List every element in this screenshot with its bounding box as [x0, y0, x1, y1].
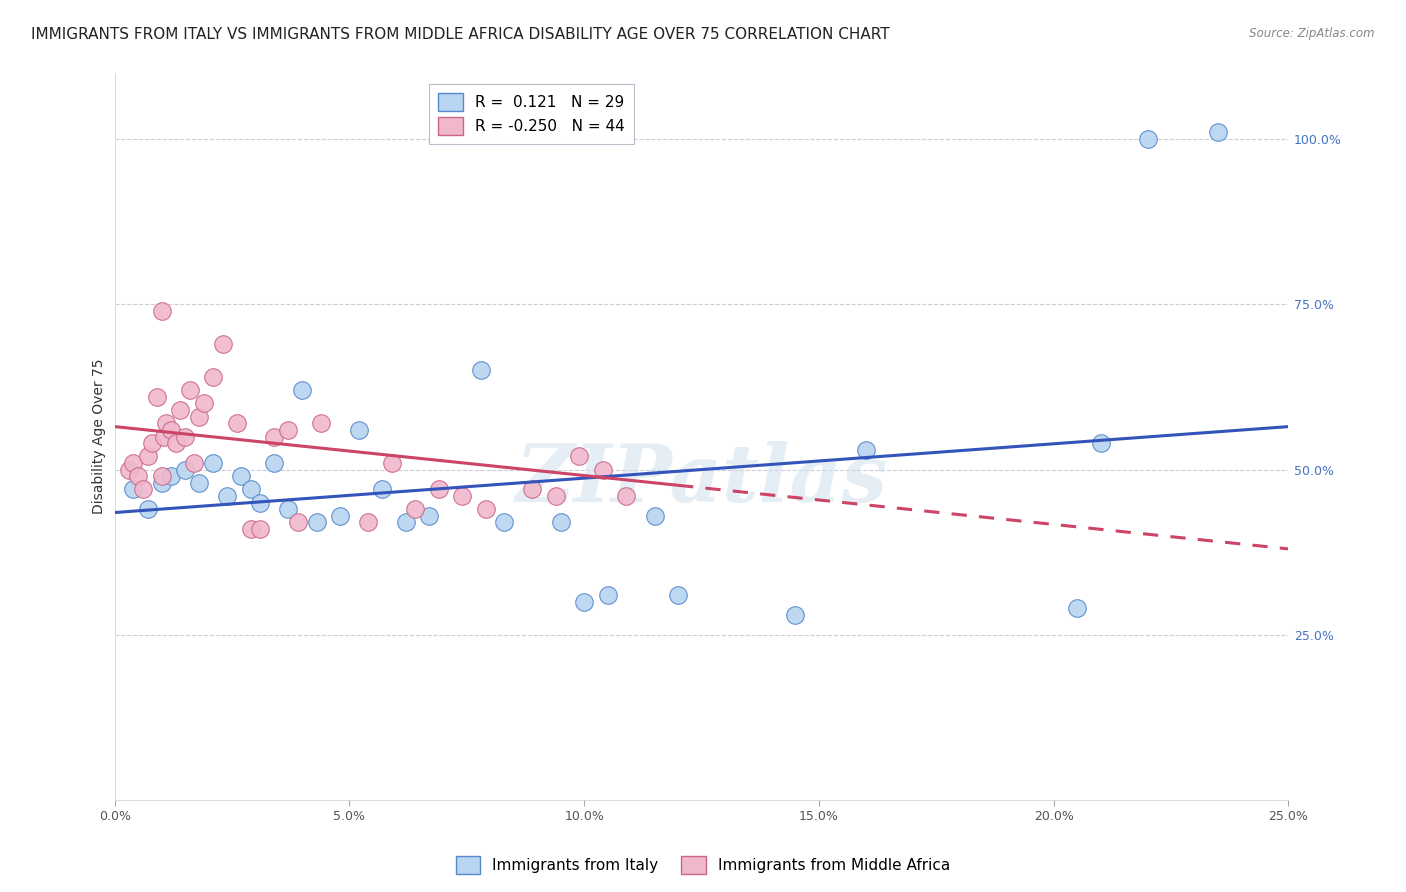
Point — [141, 436, 163, 450]
Point — [202, 456, 225, 470]
Point — [616, 489, 638, 503]
Point — [522, 483, 544, 497]
Point — [202, 370, 225, 384]
Point — [193, 396, 215, 410]
Point — [174, 462, 197, 476]
Point — [550, 516, 572, 530]
Point — [122, 483, 145, 497]
Point — [231, 469, 253, 483]
Point — [179, 384, 201, 398]
Point — [1136, 132, 1159, 146]
Point — [592, 462, 614, 476]
Legend: R =  0.121   N = 29, R = -0.250   N = 44: R = 0.121 N = 29, R = -0.250 N = 44 — [429, 84, 634, 144]
Point — [118, 462, 141, 476]
Point — [291, 384, 314, 398]
Text: ZIPatlas: ZIPatlas — [516, 442, 887, 519]
Point — [666, 588, 689, 602]
Point — [165, 436, 187, 450]
Point — [309, 417, 332, 431]
Point — [136, 502, 159, 516]
Point — [155, 417, 177, 431]
Point — [263, 429, 285, 443]
Point — [347, 423, 370, 437]
Point — [188, 409, 211, 424]
Point — [357, 516, 380, 530]
Y-axis label: Disability Age Over 75: Disability Age Over 75 — [93, 359, 107, 515]
Point — [153, 429, 176, 443]
Text: IMMIGRANTS FROM ITALY VS IMMIGRANTS FROM MIDDLE AFRICA DISABILITY AGE OVER 75 CO: IMMIGRANTS FROM ITALY VS IMMIGRANTS FROM… — [31, 27, 890, 42]
Point — [785, 607, 807, 622]
Point — [470, 363, 492, 377]
Point — [188, 475, 211, 490]
Point — [127, 469, 149, 483]
Point — [132, 483, 155, 497]
Point — [451, 489, 474, 503]
Point — [225, 417, 247, 431]
Point — [404, 502, 426, 516]
Point — [1066, 601, 1088, 615]
Point — [150, 475, 173, 490]
Point — [169, 403, 191, 417]
Point — [596, 588, 619, 602]
Point — [174, 429, 197, 443]
Point — [329, 508, 352, 523]
Point — [287, 516, 309, 530]
Point — [160, 423, 183, 437]
Point — [239, 522, 262, 536]
Point — [277, 502, 299, 516]
Point — [150, 469, 173, 483]
Point — [381, 456, 404, 470]
Point — [239, 483, 262, 497]
Point — [183, 456, 205, 470]
Point — [1090, 436, 1112, 450]
Point — [395, 516, 418, 530]
Point — [572, 595, 595, 609]
Point — [427, 483, 450, 497]
Point — [160, 469, 183, 483]
Point — [371, 483, 394, 497]
Point — [211, 337, 233, 351]
Point — [305, 516, 328, 530]
Text: Source: ZipAtlas.com: Source: ZipAtlas.com — [1250, 27, 1375, 40]
Point — [249, 495, 271, 509]
Point — [146, 390, 169, 404]
Point — [277, 423, 299, 437]
Point — [855, 442, 877, 457]
Point — [568, 450, 591, 464]
Point — [136, 450, 159, 464]
Point — [1206, 126, 1229, 140]
Point — [263, 456, 285, 470]
Point — [544, 489, 567, 503]
Point — [249, 522, 271, 536]
Point — [474, 502, 496, 516]
Point — [217, 489, 239, 503]
Legend: Immigrants from Italy, Immigrants from Middle Africa: Immigrants from Italy, Immigrants from M… — [450, 850, 956, 880]
Point — [122, 456, 145, 470]
Point — [494, 516, 516, 530]
Point — [150, 304, 173, 318]
Point — [644, 508, 666, 523]
Point — [418, 508, 440, 523]
